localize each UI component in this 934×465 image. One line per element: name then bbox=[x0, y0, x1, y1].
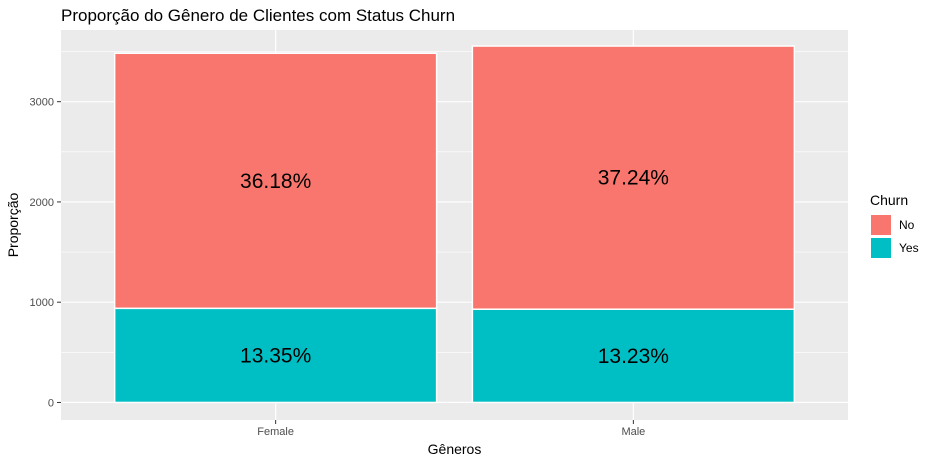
bar-label-female-no: 36.18% bbox=[240, 170, 311, 193]
y-tick-label: 3000 bbox=[30, 97, 54, 109]
x-axis-title: Gêneros bbox=[428, 441, 482, 457]
x-tick-label: Male bbox=[621, 426, 645, 438]
chart-title: Proporção do Gênero de Clientes com Stat… bbox=[61, 6, 455, 25]
bar-label-male-yes: 13.23% bbox=[598, 345, 669, 368]
x-tick-label: Female bbox=[257, 426, 294, 438]
bar-female-no bbox=[113, 52, 438, 310]
legend-title: Churn bbox=[870, 192, 908, 208]
legend-label-yes: Yes bbox=[899, 241, 919, 255]
legend-items: No Yes bbox=[871, 215, 919, 258]
bar-male-no bbox=[471, 45, 796, 310]
y-axis-ticks: 0 1000 2000 3000 bbox=[30, 97, 61, 409]
bar-labels: 13.35% 36.18% 13.23% 37.24% bbox=[240, 167, 669, 368]
legend-label-no: No bbox=[899, 218, 915, 232]
y-tick-label: 0 bbox=[48, 397, 54, 409]
legend: Churn No Yes bbox=[870, 192, 919, 258]
x-axis-ticks: Female Male bbox=[257, 420, 645, 438]
y-tick-label: 1000 bbox=[30, 297, 54, 309]
legend-swatch-yes bbox=[871, 238, 891, 258]
y-axis-title: Proporção bbox=[5, 192, 21, 257]
bars bbox=[113, 45, 796, 404]
legend-swatch-no bbox=[871, 215, 891, 235]
bar-label-male-no: 37.24% bbox=[598, 167, 669, 190]
bar-male-yes bbox=[471, 308, 796, 404]
bar-label-female-yes: 13.35% bbox=[240, 344, 311, 367]
bar-female-yes bbox=[113, 307, 438, 404]
y-tick-label: 2000 bbox=[30, 197, 54, 209]
